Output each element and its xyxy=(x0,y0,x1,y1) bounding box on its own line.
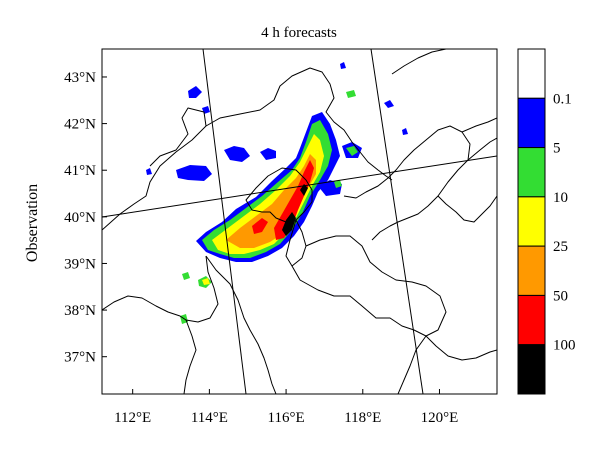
province-boundaries xyxy=(102,49,497,394)
rain-area-yellow-small xyxy=(202,278,210,285)
rain-area-red xyxy=(274,160,314,240)
rain-area-blue-small-5 xyxy=(402,128,408,135)
y-tick-label: 40°N xyxy=(64,210,96,226)
rain-area-red-west xyxy=(252,218,268,234)
domain-line-east xyxy=(370,49,424,394)
boundary-henan xyxy=(183,319,197,394)
rain-area-black xyxy=(282,212,296,236)
colorbar-swatch xyxy=(517,97,546,149)
figure-title: 4 h forecasts xyxy=(261,25,337,41)
rain-area-blue-small-4 xyxy=(340,62,346,69)
boundary-hebei-shandong xyxy=(291,265,427,337)
map-content xyxy=(102,49,497,394)
boundary-shandong-peninsula xyxy=(425,335,497,361)
rain-area-blue-small-6 xyxy=(146,168,152,175)
colorbar-swatch xyxy=(517,48,546,99)
boundary-beijing xyxy=(245,167,313,223)
precipitation-field xyxy=(146,62,408,324)
boundary-northeast xyxy=(391,49,447,75)
row-label: Observation xyxy=(24,184,41,262)
rain-area-blue-small-1 xyxy=(188,86,202,98)
rain-area-blue-small-3 xyxy=(384,100,394,108)
boundary-liaoning-coast xyxy=(343,125,471,241)
x-tick-label: 118°E xyxy=(344,410,381,426)
x-axis-ticks: 112°E 114°E 116°E 118°E 120°E xyxy=(114,389,458,426)
boundary-shanxi-hebei xyxy=(205,255,277,394)
colorbar-swatch xyxy=(517,344,546,395)
domain-lines xyxy=(102,49,497,394)
colorbar-label: 5 xyxy=(553,141,561,157)
rain-area-black-2 xyxy=(300,184,308,196)
boundary-hebei-north xyxy=(205,67,393,181)
colorbar-frame xyxy=(517,48,546,395)
colorbar-swatch xyxy=(517,245,546,296)
y-tick-label: 38°N xyxy=(64,303,96,319)
y-tick-label: 39°N xyxy=(64,256,96,272)
x-tick-label: 112°E xyxy=(114,410,151,426)
rain-area-green-small-3 xyxy=(346,90,356,98)
x-tick-label: 120°E xyxy=(421,410,459,426)
boundary-inner-mongolia xyxy=(102,107,207,231)
colorbar: 0.1 5 10 25 50 100 xyxy=(517,48,576,395)
y-axis-ticks: 43°N 42°N 41°N 40°N 39°N 38°N 37°N xyxy=(64,70,107,366)
y-tick-label: 41°N xyxy=(64,163,96,179)
rain-area-green-small-5 xyxy=(334,180,342,188)
boundary-dalian-coast xyxy=(461,117,497,133)
colorbar-label: 10 xyxy=(553,190,568,206)
rain-area-green-small-4 xyxy=(182,272,190,280)
y-tick-label: 42°N xyxy=(64,117,96,133)
boundary-shaanxi xyxy=(102,255,219,323)
colorbar-label: 25 xyxy=(553,239,568,255)
boundary-bohai-coast xyxy=(305,235,447,394)
boundary-jilin xyxy=(467,137,497,161)
colorbar-swatch xyxy=(517,196,546,247)
rain-area-blue-north xyxy=(260,148,276,160)
colorbar-swatch xyxy=(517,294,546,346)
rain-area-blue-nw xyxy=(224,146,250,162)
x-tick-label: 116°E xyxy=(268,410,305,426)
colorbar-swatch xyxy=(517,147,546,198)
boundary-tianjin xyxy=(285,219,307,267)
rain-area-blue-west xyxy=(176,165,212,181)
rain-area-green-ne xyxy=(346,146,358,156)
rain-area-yellow xyxy=(212,134,324,254)
domain-line-west xyxy=(202,49,247,394)
x-tick-label: 114°E xyxy=(191,410,228,426)
colorbar-label: 0.1 xyxy=(553,91,572,107)
colorbar-label: 100 xyxy=(553,338,576,354)
y-tick-label: 37°N xyxy=(64,350,96,366)
rain-area-orange xyxy=(226,154,316,248)
colorbar-label: 50 xyxy=(553,288,568,304)
domain-line-horizontal xyxy=(102,155,497,218)
y-tick-label: 43°N xyxy=(64,70,96,86)
boundary-liaodong xyxy=(437,195,497,223)
